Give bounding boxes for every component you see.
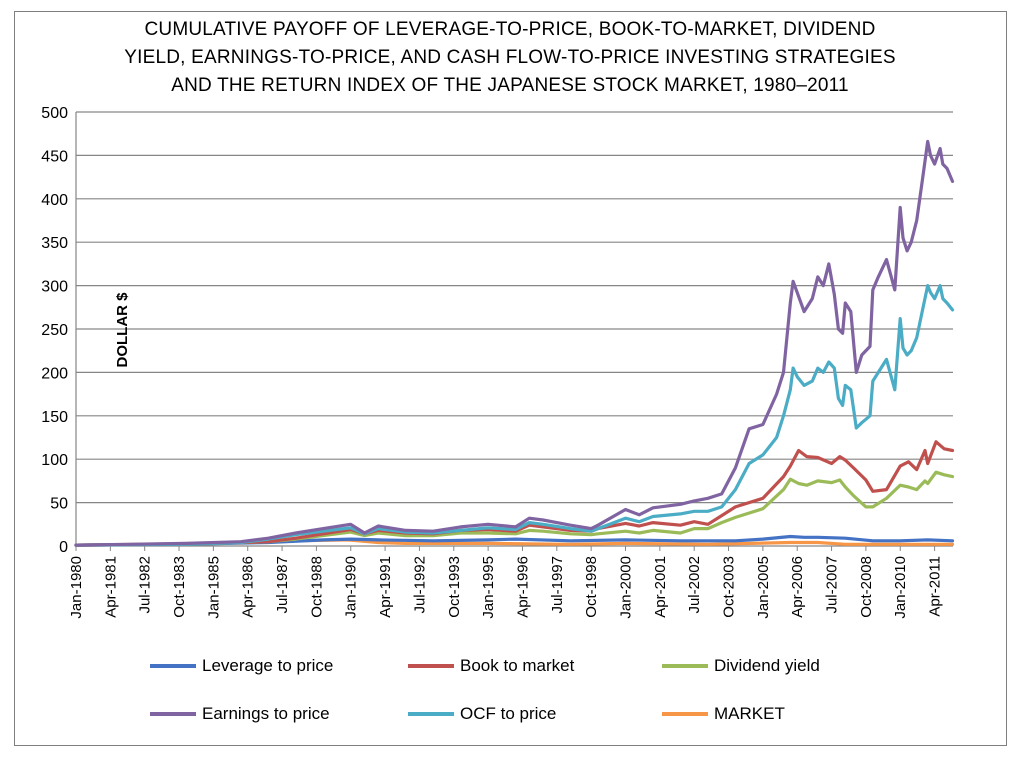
legend-label: Earnings to price — [202, 704, 330, 723]
legend: Leverage to price Book to market Dividend … — [150, 654, 930, 734]
legend-swatch — [150, 712, 196, 716]
legend-label: Leverage to price — [202, 656, 334, 675]
y-tick-label: 0 — [59, 539, 68, 556]
x-tick-label: Jul-2007 — [824, 556, 841, 614]
x-tick-label: Oct-1988 — [308, 556, 325, 618]
legend-swatch — [408, 664, 454, 668]
y-tick-label: 400 — [41, 192, 68, 209]
x-tick-label: Jul-1997 — [549, 556, 566, 614]
gridlines — [75, 111, 953, 547]
x-tick-label: Jan-1985 — [205, 556, 222, 619]
x-tick-label: Jul-1982 — [137, 556, 154, 614]
y-tick-label: 150 — [41, 409, 68, 426]
chart-title: CUMULATIVE PAYOFF OF LEVERAGE-TO-PRICE, … — [60, 16, 960, 100]
y-tick-label: 500 — [41, 105, 68, 122]
legend-label: OCF to price — [460, 704, 557, 723]
x-tick-label: Jul-1992 — [411, 556, 428, 614]
series-line-dividend-yield — [74, 470, 955, 547]
x-tick-label: Oct-1998 — [583, 556, 600, 618]
x-tick-label: Apr-1986 — [240, 556, 257, 618]
x-tick-label: Apr-2001 — [652, 556, 669, 618]
y-tick-label: 450 — [41, 148, 68, 165]
title-line: AND THE RETURN INDEX OF THE JAPANESE STO… — [171, 75, 849, 96]
legend-item: Book to market — [408, 656, 574, 676]
x-tick-label: Jan-2010 — [892, 556, 909, 619]
legend-label: MARKET — [714, 704, 785, 723]
x-tick-label: Jul-2002 — [686, 556, 703, 614]
series-line-ocf-to-price — [74, 284, 955, 547]
x-tick-label: Jan-2005 — [755, 556, 772, 619]
x-tick-label: Jul-1987 — [274, 556, 291, 614]
legend-swatch — [150, 664, 196, 668]
title-line: YIELD, EARNINGS-TO-PRICE, AND CASH FLOW-… — [124, 47, 896, 68]
x-tick-label: Apr-1991 — [377, 556, 394, 618]
x-tick-label: Oct-1983 — [171, 556, 188, 618]
legend-swatch — [408, 712, 454, 716]
legend-swatch — [662, 712, 708, 716]
series-line-earnings-to-price — [74, 139, 955, 547]
y-axis-label: DOLLAR $ — [114, 292, 131, 368]
x-tick-label: Oct-1993 — [446, 556, 463, 618]
x-tick-label: Jan-2000 — [617, 556, 634, 619]
title-line: CUMULATIVE PAYOFF OF LEVERAGE-TO-PRICE, … — [144, 19, 876, 40]
y-tick-label: 350 — [41, 235, 68, 252]
x-axis-ticks: Jan-1980 Apr-1981 Jul-1982 Oct-1983 Jan-1985… — [68, 546, 944, 619]
legend-item: MARKET — [662, 704, 785, 724]
legend-item: Dividend yield — [662, 656, 820, 676]
series-line-leverage-to-price — [74, 534, 955, 547]
y-axis-ticks: 0 50 100 150 200 250 300 350 400 450 500 — [41, 105, 68, 556]
x-tick-label: Jan-1980 — [68, 556, 85, 619]
x-tick-label: Jan-1990 — [343, 556, 360, 619]
y-tick-label: 250 — [41, 322, 68, 339]
legend-item: OCF to price — [408, 704, 556, 724]
legend-label: Dividend yield — [714, 656, 820, 675]
x-tick-label: Oct-2003 — [721, 556, 738, 618]
legend-label: Book to market — [460, 656, 575, 675]
y-tick-label: 100 — [41, 452, 68, 469]
y-tick-label: 300 — [41, 279, 68, 296]
x-tick-label: Apr-1981 — [102, 556, 119, 618]
legend-item: Earnings to price — [150, 704, 330, 724]
y-tick-label: 50 — [50, 496, 68, 513]
x-tick-label: Jan-1995 — [480, 556, 497, 619]
x-tick-label: Apr-1996 — [514, 556, 531, 618]
x-tick-label: Oct-2008 — [858, 556, 875, 618]
x-tick-label: Apr-2011 — [927, 556, 944, 617]
series-lines — [74, 139, 955, 547]
legend-item: Leverage to price — [150, 656, 333, 676]
x-tick-label: Apr-2006 — [789, 556, 806, 618]
chart-frame — [14, 11, 1007, 746]
y-tick-label: 200 — [41, 365, 68, 382]
legend-swatch — [662, 664, 708, 668]
